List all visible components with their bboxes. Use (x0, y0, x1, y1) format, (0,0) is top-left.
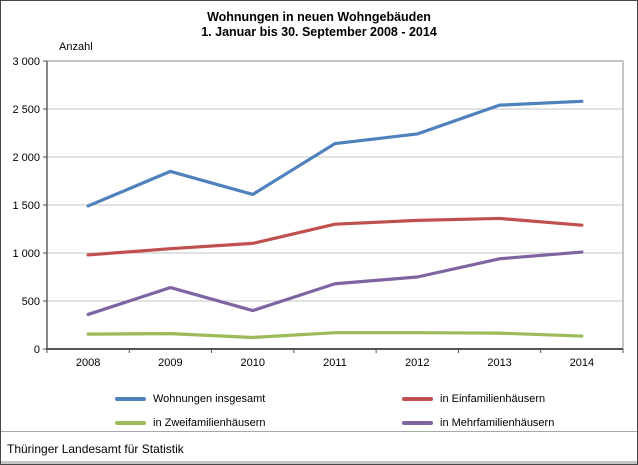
legend-swatch-einfamilienhaeuser (402, 396, 433, 401)
legend-item-insgesamt: Wohnungen insgesamt (115, 392, 265, 405)
legend-swatch-mehrfamilienhaeuser (402, 420, 433, 425)
svg-text:2008: 2008 (76, 357, 100, 369)
svg-text:2 000: 2 000 (12, 152, 40, 164)
chart-title: Wohnungen in neuen Wohngebäuden 1. Janua… (1, 10, 637, 40)
chart-bottom-border (1, 431, 637, 432)
svg-text:2 500: 2 500 (12, 104, 40, 116)
legend-item-mehrfamilienhaeuser: in Mehrfamilienhäusern (402, 416, 554, 429)
legend-label-insgesamt: Wohnungen insgesamt (153, 392, 266, 405)
legend-swatch-zweifamilienhaeuser (115, 420, 146, 425)
legend-swatch-insgesamt (115, 396, 146, 401)
source-text: Thüringer Landesamt für Statistik (7, 442, 184, 456)
svg-text:0: 0 (34, 344, 40, 356)
legend-item-einfamilienhaeuser: in Einfamilienhäusern (402, 392, 545, 405)
legend-label-zweifamilienhaeuser: in Zweifamilienhäusern (153, 416, 266, 429)
svg-text:2012: 2012 (405, 357, 429, 369)
y-axis-label: Anzahl (59, 41, 93, 53)
legend-item-zweifamilienhaeuser: in Zweifamilienhäusern (115, 416, 266, 429)
svg-text:2014: 2014 (570, 357, 594, 369)
window-bottom-edge (1, 461, 637, 464)
svg-text:3 000: 3 000 (12, 56, 40, 68)
svg-text:500: 500 (22, 296, 40, 308)
legend-label-einfamilienhaeuser: in Einfamilienhäusern (440, 392, 546, 405)
chart-title-line2: 1. Januar bis 30. September 2008 - 2014 (201, 25, 437, 39)
legend-label-mehrfamilienhaeuser: in Mehrfamilienhäusern (440, 416, 555, 429)
svg-text:2013: 2013 (487, 357, 511, 369)
svg-text:2009: 2009 (158, 357, 182, 369)
svg-text:2011: 2011 (323, 357, 347, 369)
svg-text:1 500: 1 500 (12, 200, 40, 212)
line-chart: 0 500 1 000 1 500 2 000 2 500 3 000 2008 2009 201… (12, 56, 624, 369)
chart-title-line1: Wohnungen in neuen Wohngebäuden (207, 10, 431, 24)
svg-text:2010: 2010 (240, 357, 264, 369)
svg-text:1 000: 1 000 (12, 248, 40, 260)
